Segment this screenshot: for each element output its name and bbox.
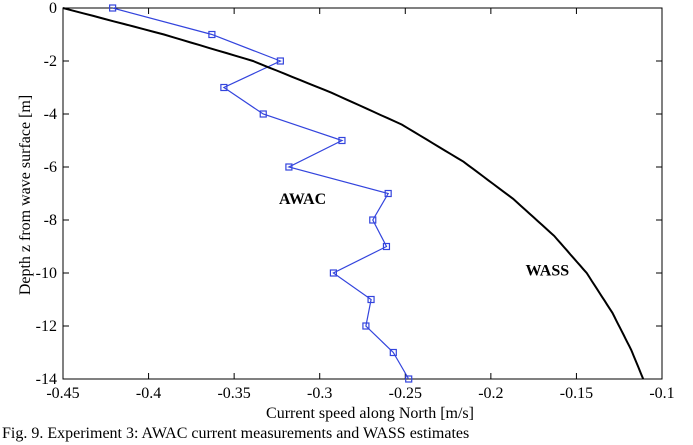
x-tick-label: -0.1 <box>649 385 674 402</box>
x-tick-label: -0.4 <box>136 385 161 402</box>
y-tick-label: -4 <box>44 106 57 123</box>
data-point-awac <box>329 269 338 277</box>
data-point-awac <box>109 4 117 12</box>
figure-caption: Fig. 9. Experiment 3: AWAC current measu… <box>2 425 470 442</box>
y-tick-label: -12 <box>36 318 57 335</box>
y-tick-label: -6 <box>44 159 57 176</box>
plot-frame <box>62 7 663 380</box>
data-point-awac <box>259 110 267 118</box>
x-tick-label: -0.3 <box>307 385 332 402</box>
data-point-awac <box>369 216 377 224</box>
y-axis-label: Depth z from wave surface [m] <box>17 95 34 295</box>
data-point-awac <box>382 242 391 251</box>
x-tick-label: -0.45 <box>46 385 79 402</box>
y-tick-label: 0 <box>49 0 57 17</box>
data-point-awac <box>367 295 375 304</box>
data-point-awac <box>285 163 293 171</box>
axes: -0.45 -0.4 -0.35 -0.3 -0.25 -0.2 -0.15 -0.1 0 -2 -… <box>36 0 675 402</box>
data-point-awac <box>362 322 370 330</box>
y-tick-label: -8 <box>44 212 57 229</box>
annotation-label-awac: AWAC <box>279 191 326 208</box>
data-point-awac <box>208 30 216 39</box>
x-tick-label: -0.35 <box>217 385 250 402</box>
series-line-awac <box>112 7 410 380</box>
series-line-wass <box>62 7 645 380</box>
x-axis-label: Current speed along North [m/s] <box>266 405 474 422</box>
data-point-awac <box>405 375 413 383</box>
annotation-label-wass: WASS <box>526 263 570 280</box>
chart-svg: -0.45 -0.4 -0.35 -0.3 -0.25 -0.2 -0.15 -0.1 0 -2 -… <box>17 0 675 422</box>
data-point-awac <box>220 83 228 92</box>
annotations: AWAC WASS <box>279 191 569 280</box>
series-group <box>62 4 645 383</box>
y-tick-label: -14 <box>36 371 57 388</box>
data-point-awac <box>384 189 392 198</box>
data-point-awac <box>338 136 346 145</box>
x-tick-label: -0.15 <box>560 385 593 402</box>
data-point-awac <box>276 57 284 65</box>
data-point-awac <box>389 348 397 357</box>
y-tick-label: -10 <box>36 265 57 282</box>
y-tick-label: -2 <box>44 53 57 70</box>
x-tick-label: -0.25 <box>389 385 422 402</box>
x-tick-label: -0.2 <box>478 385 503 402</box>
